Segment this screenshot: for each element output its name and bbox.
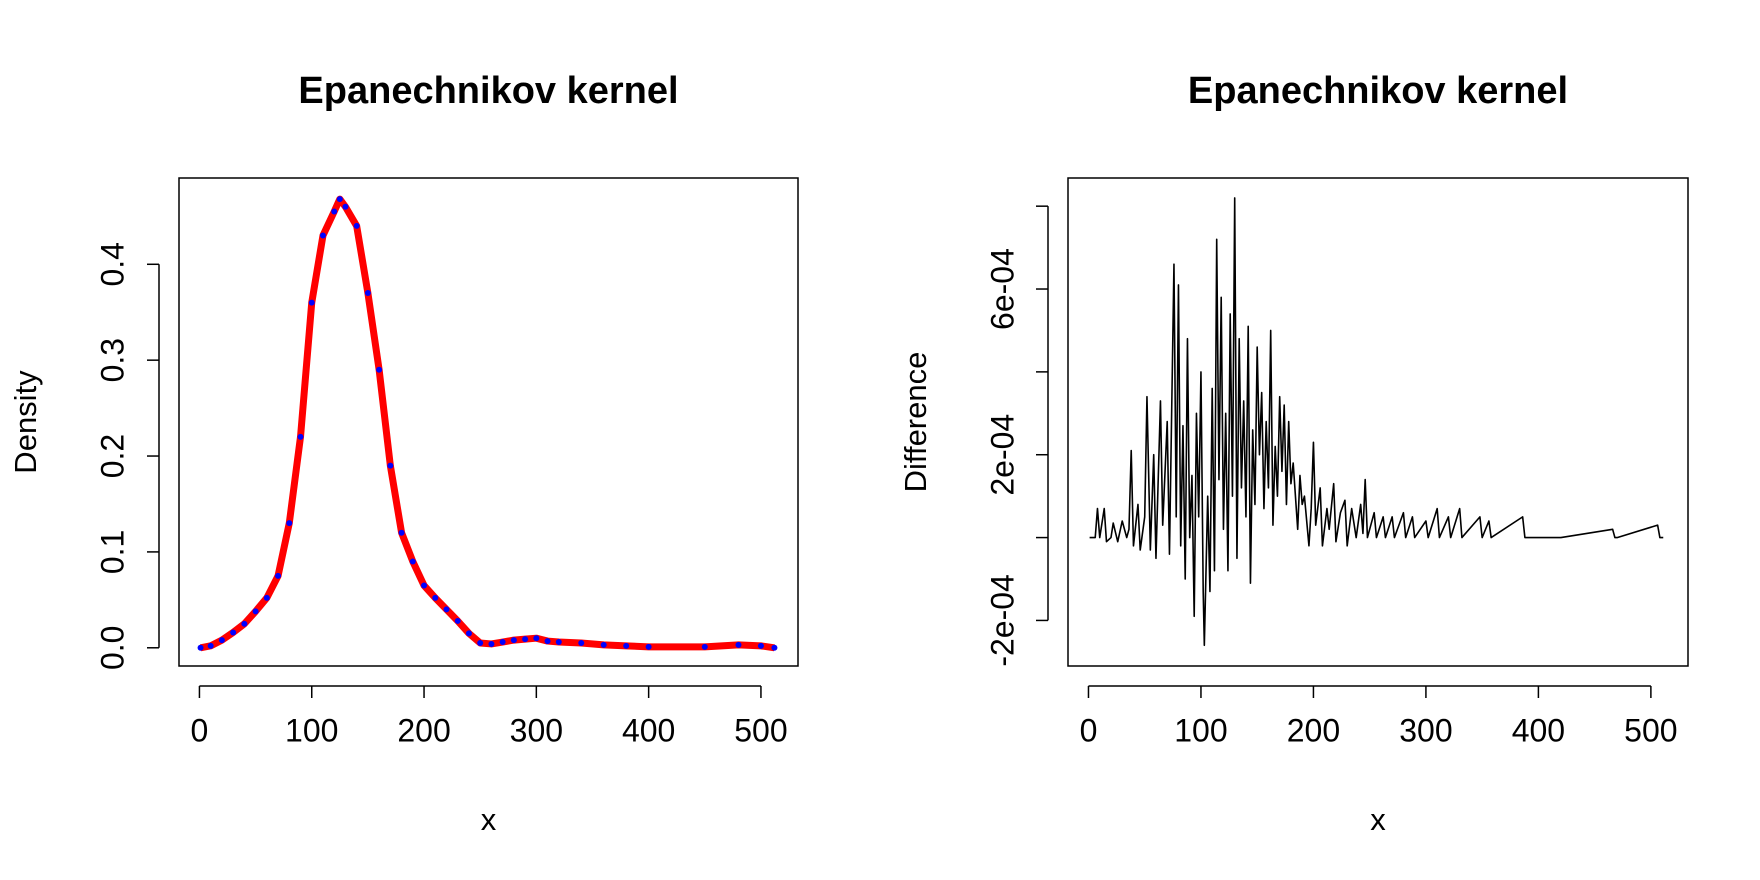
x-tick-label: 500 [734,712,787,748]
x-tick-label: 200 [397,712,450,748]
chart-title: Epanechnikov kernel [1188,70,1568,112]
x-tick-label: 400 [1512,712,1565,748]
data-point [230,629,237,636]
data-point [510,637,517,644]
data-point [286,520,293,527]
data-point [218,637,225,644]
x-tick-label: 300 [510,712,563,748]
data-point [465,630,472,637]
data-point [578,639,585,646]
data-point [252,608,259,615]
data-point [263,594,270,601]
data-point [353,222,360,229]
data-point [443,606,450,613]
x-tick-label: 400 [622,712,675,748]
data-line [1089,197,1664,647]
data-point [757,642,764,649]
data-point [488,640,495,647]
y-tick-label: 2e-04 [984,414,1020,496]
y-axis-title: Density [8,370,43,474]
x-tick-label: 0 [1080,712,1098,748]
data-point [319,232,326,239]
y-tick-label: 0.2 [94,434,130,478]
data-point [241,620,248,627]
data-line [199,195,775,652]
data-point [387,462,394,469]
data-point [398,529,405,536]
y-tick-label: 6e-04 [984,248,1020,330]
data-point [533,635,540,642]
data-point [454,617,461,624]
x-tick-label: 100 [1174,712,1227,748]
data-point [336,196,343,203]
data-point [735,641,742,648]
data-point [342,203,349,210]
data-point [376,366,383,373]
x-axis-title: x [1370,802,1386,837]
x-tick-label: 100 [285,712,338,748]
data-point [771,644,778,651]
y-tick-label: -2e-04 [984,574,1020,667]
data-point [197,644,204,651]
data-point [207,642,214,649]
y-tick-label: 0.0 [94,626,130,670]
data-point [645,643,652,650]
data-point [623,642,630,649]
plot-box [1067,177,1689,667]
x-tick-label: 300 [1399,712,1452,748]
y-axis-title: Difference [898,352,933,493]
data-point [555,639,562,646]
data-point [409,558,416,565]
x-tick-label: 200 [1287,712,1340,748]
y-tick-label: 0.1 [94,530,130,574]
data-point [297,433,304,440]
x-tick-label: 0 [191,712,209,748]
data-point [275,572,282,579]
data-point [544,638,551,645]
data-point [522,636,529,643]
data-point [331,208,338,215]
plot-box [178,177,799,667]
x-tick-label: 500 [1624,712,1677,748]
x-axis-title: x [481,802,497,837]
data-point [364,290,371,297]
y-tick-label: 0.4 [94,242,130,286]
data-point [477,639,484,646]
data-point [421,582,428,589]
data-point [499,639,506,646]
y-tick-label: 0.3 [94,338,130,382]
data-point [432,594,439,601]
chart-title: Epanechnikov kernel [298,70,678,112]
data-point [701,643,708,650]
data-point [308,299,315,306]
data-point [600,641,607,648]
